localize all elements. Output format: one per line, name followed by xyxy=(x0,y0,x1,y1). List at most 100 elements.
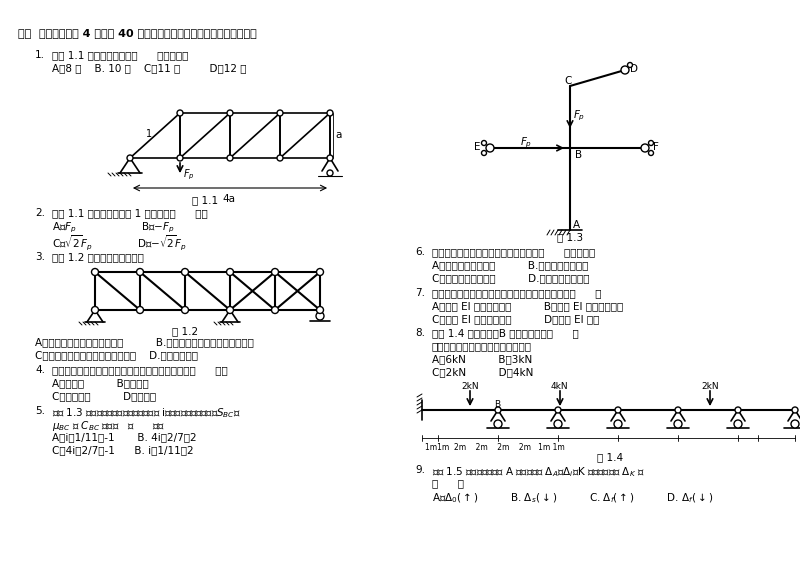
Circle shape xyxy=(734,420,742,428)
Text: C．杆件 EI 的绝对值无关          D．杆件 EI 无关: C．杆件 EI 的绝对值无关 D．杆件 EI 无关 xyxy=(432,314,599,324)
Circle shape xyxy=(482,141,486,146)
Circle shape xyxy=(486,144,494,152)
Circle shape xyxy=(735,407,741,413)
Circle shape xyxy=(649,150,654,155)
Text: A．圆弧线          B．抛物线: A．圆弧线 B．抛物线 xyxy=(52,378,149,388)
Circle shape xyxy=(627,63,633,67)
Text: 4kN: 4kN xyxy=(551,382,569,391)
Text: 8.: 8. xyxy=(415,328,425,338)
Circle shape xyxy=(327,170,333,176)
Text: A．$F_p$                    B．$-F_p$: A．$F_p$ B．$-F_p$ xyxy=(52,221,174,236)
Text: C．$\sqrt{2}F_p$              D．$-\sqrt{2}F_p$: C．$\sqrt{2}F_p$ D．$-\sqrt{2}F_p$ xyxy=(52,234,187,253)
Circle shape xyxy=(227,110,233,116)
Text: C．杆端力与结点位移          D.结点力与杆端位移: C．杆端力与结点位移 D.结点力与杆端位移 xyxy=(432,273,590,283)
Text: C: C xyxy=(564,76,571,86)
Circle shape xyxy=(316,312,324,320)
Circle shape xyxy=(494,420,502,428)
Circle shape xyxy=(91,268,98,276)
Circle shape xyxy=(317,268,323,276)
Text: 如图 1.5 所示结构，支座 A 有给定位移 $\Delta_A$，$\Delta_i$，K 点的竖向位移 $\Delta_K$ 为: 如图 1.5 所示结构，支座 A 有给定位移 $\Delta_A$，$\Delt… xyxy=(432,465,645,479)
Text: a: a xyxy=(335,130,342,140)
Text: A．杆端力与杆端位移          B.结点力与结点位移: A．杆端力与杆端位移 B.结点力与结点位移 xyxy=(432,260,588,270)
Circle shape xyxy=(277,110,283,116)
Circle shape xyxy=(614,420,622,428)
Circle shape xyxy=(675,407,681,413)
Circle shape xyxy=(674,420,682,428)
Text: C．几何不变体系，有两个多余约束    D.几何可变体系: C．几何不变体系，有两个多余约束 D.几何可变体系 xyxy=(35,350,198,360)
Text: 1m1m  2m    2m    2m    2m   1m 1m: 1m1m 2m 2m 2m 2m 1m 1m xyxy=(425,443,565,452)
Text: 图 1.2: 图 1.2 xyxy=(172,326,198,336)
Text: 4.: 4. xyxy=(35,365,45,375)
Text: 一、  选择题（每题 4 分，共 40 分，将正确答案的选项写在答题纸上））: 一、 选择题（每题 4 分，共 40 分，将正确答案的选项写在答题纸上）） xyxy=(18,28,257,38)
Circle shape xyxy=(271,306,278,314)
Text: $F_p$: $F_p$ xyxy=(573,109,586,123)
Circle shape xyxy=(791,420,799,428)
Text: 1.: 1. xyxy=(35,50,45,60)
Text: 7.: 7. xyxy=(415,288,425,298)
Circle shape xyxy=(317,306,323,314)
Text: A．i，1/11，-1       B. 4i，2/7，2: A．i，1/11，-1 B. 4i，2/7，2 xyxy=(52,432,197,442)
Text: 如图 1.2 所示结构，该体系为: 如图 1.2 所示结构，该体系为 xyxy=(52,252,144,262)
Text: 4a: 4a xyxy=(222,194,235,204)
Text: 3.: 3. xyxy=(35,252,45,262)
Text: B: B xyxy=(494,400,500,409)
Text: 如图 1.1 所示结构，杆件 1 的轴力为（      ）。: 如图 1.1 所示结构，杆件 1 的轴力为（ ）。 xyxy=(52,208,208,218)
Circle shape xyxy=(649,141,654,146)
Circle shape xyxy=(91,306,98,314)
Circle shape xyxy=(277,155,283,161)
Circle shape xyxy=(554,420,562,428)
Text: 如图 1.4 所示结构，B 点支座反力为（      ）: 如图 1.4 所示结构，B 点支座反力为（ ） xyxy=(432,328,578,338)
Circle shape xyxy=(327,155,333,161)
Text: 2kN: 2kN xyxy=(461,382,478,391)
Text: A: A xyxy=(573,220,580,230)
Text: A．$\Delta_0(\uparrow)$          B. $\Delta_s(\downarrow)$          C. $\Delta_f(: A．$\Delta_0(\uparrow)$ B. $\Delta_s(\dow… xyxy=(432,491,714,505)
Circle shape xyxy=(226,268,234,276)
Text: 6.: 6. xyxy=(415,247,425,257)
Text: 均匀分布竖向荷载作用下，三铰拱的合理拱轴线为（      ）。: 均匀分布竖向荷载作用下，三铰拱的合理拱轴线为（ ）。 xyxy=(52,365,228,375)
Text: D: D xyxy=(630,64,638,74)
Text: 图 1.1: 图 1.1 xyxy=(192,195,218,205)
Circle shape xyxy=(137,306,143,314)
Text: A．杆件 EI 的相对值有关          B．杆件 EI 的绝对值有关: A．杆件 EI 的相对值有关 B．杆件 EI 的绝对值有关 xyxy=(432,301,623,311)
Circle shape xyxy=(137,268,143,276)
Text: A．几何可变体系，有多余约束          B.几何不变体系，有一个多余约束: A．几何可变体系，有多余约束 B.几何不变体系，有一个多余约束 xyxy=(35,337,254,347)
Circle shape xyxy=(792,407,798,413)
Text: F: F xyxy=(653,142,659,152)
Text: C．2kN          D．4kN: C．2kN D．4kN xyxy=(432,367,534,377)
Text: 2kN: 2kN xyxy=(701,382,718,391)
Text: 超静定结构在支座移动或温度改变情况下，内力与（      ）: 超静定结构在支座移动或温度改变情况下，内力与（ ） xyxy=(432,288,602,298)
Text: （提示：利用刚体体系的虚功原理）: （提示：利用刚体体系的虚功原理） xyxy=(432,341,532,351)
Circle shape xyxy=(182,268,189,276)
Circle shape xyxy=(182,306,189,314)
Text: C．正弦曲线          D．三角形: C．正弦曲线 D．三角形 xyxy=(52,391,156,401)
Text: $F_p$: $F_p$ xyxy=(520,136,532,150)
Text: 5.: 5. xyxy=(35,406,45,416)
Text: 1: 1 xyxy=(146,129,152,139)
Text: 矩阵位移法原始的整体刚度方程体现了（      ）的关系。: 矩阵位移法原始的整体刚度方程体现了（ ）的关系。 xyxy=(432,247,595,257)
Circle shape xyxy=(177,155,183,161)
Text: B: B xyxy=(575,150,582,160)
Circle shape xyxy=(555,407,561,413)
Text: C．4i，2/7，-1      B. i，1/11，2: C．4i，2/7，-1 B. i，1/11，2 xyxy=(52,445,194,455)
Circle shape xyxy=(615,407,621,413)
Text: $\mu_{BC}$ 及 $C_{BC}$ 分别为   （      ）。: $\mu_{BC}$ 及 $C_{BC}$ 分别为 （ ）。 xyxy=(52,419,165,433)
Text: （      ）: （ ） xyxy=(432,478,464,488)
Text: 如图 1.3 所示结构，各杆件的线刚度均为 i，采用力矩分配法时，$S_{BC}$，: 如图 1.3 所示结构，各杆件的线刚度均为 i，采用力矩分配法时，$S_{BC}… xyxy=(52,406,241,420)
Circle shape xyxy=(621,66,629,74)
Text: E: E xyxy=(474,142,481,152)
Circle shape xyxy=(482,150,486,155)
Circle shape xyxy=(127,155,133,161)
Circle shape xyxy=(271,268,278,276)
Text: 9.: 9. xyxy=(415,465,425,475)
Text: A．8 根    B. 10 根    C．11 根         D．12 根: A．8 根 B. 10 根 C．11 根 D．12 根 xyxy=(52,63,246,73)
Circle shape xyxy=(227,155,233,161)
Text: 如图 1.1 所示结构，共有（      ）根零杆。: 如图 1.1 所示结构，共有（ ）根零杆。 xyxy=(52,50,188,60)
Text: 图 1.4: 图 1.4 xyxy=(597,452,623,462)
Text: 2.: 2. xyxy=(35,208,45,218)
Circle shape xyxy=(177,110,183,116)
Circle shape xyxy=(495,407,501,413)
Circle shape xyxy=(327,110,333,116)
Circle shape xyxy=(226,306,234,314)
Text: $F_p$: $F_p$ xyxy=(183,168,194,182)
Circle shape xyxy=(641,144,649,152)
